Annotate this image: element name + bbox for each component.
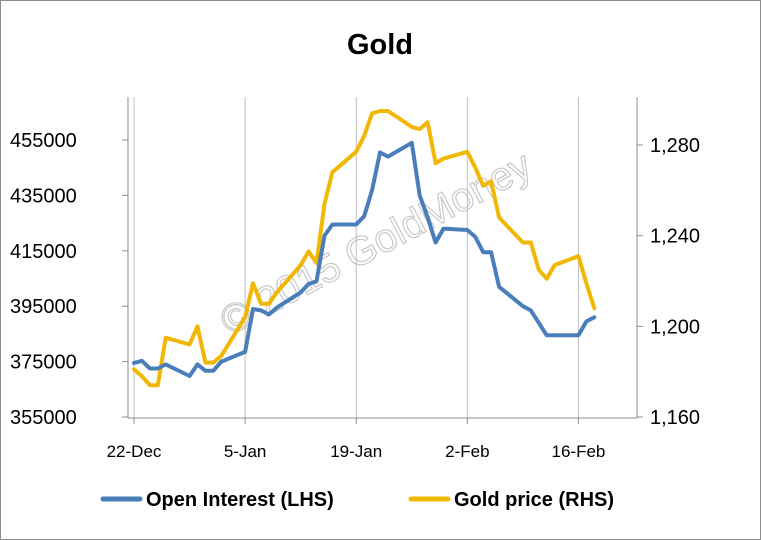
right-y-tick-label: 1,240 <box>650 226 700 248</box>
series-lines <box>132 109 597 388</box>
right-y-tick-label: 1,280 <box>650 135 700 157</box>
right-y-tick-label: 1,200 <box>650 316 700 338</box>
legend-label: Open Interest (LHS) <box>146 489 334 511</box>
left-y-tick-label: 435000 <box>10 185 77 207</box>
legend-label: Gold price (RHS) <box>454 489 614 511</box>
x-tick-label: 19-Jan <box>330 442 382 461</box>
left-y-tick-label: 355000 <box>10 407 77 429</box>
right-y-tick-label: 1,160 <box>650 407 700 429</box>
chart-title: Gold <box>347 29 413 61</box>
x-tick-label: 16-Feb <box>552 442 606 461</box>
left-y-tick-label: 375000 <box>10 352 77 374</box>
left-y-tick-label: 395000 <box>10 296 77 318</box>
open-interest-line <box>132 140 597 378</box>
tick-labels: 22-Dec 5-Jan 19-Jan 2-Feb 16-Feb 355000 375000… <box>10 130 700 461</box>
x-tick-label: 5-Jan <box>224 442 267 461</box>
gold-price-line <box>132 109 597 388</box>
legend: Open Interest (LHS) Gold price (RHS) <box>100 489 614 511</box>
legend-item-open-interest: Open Interest (LHS) <box>100 489 334 511</box>
x-tick-label: 2-Feb <box>445 442 489 461</box>
x-tick-label: 22-Dec <box>107 442 162 461</box>
axes <box>122 97 643 424</box>
left-y-tick-label: 455000 <box>10 130 77 152</box>
legend-item-gold-price: Gold price (RHS) <box>408 489 614 511</box>
left-y-tick-label: 415000 <box>10 241 77 263</box>
